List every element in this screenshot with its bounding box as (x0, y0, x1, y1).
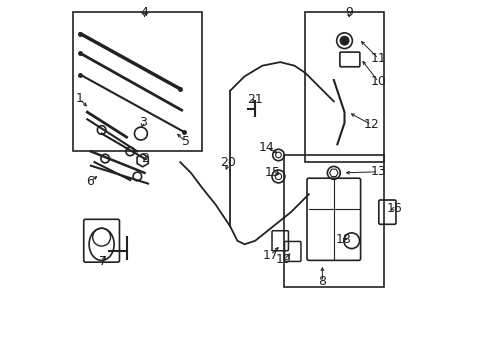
Bar (283, 155, 383, 287)
Text: 3: 3 (139, 116, 146, 129)
Circle shape (340, 36, 348, 45)
Text: 8: 8 (318, 275, 325, 288)
Text: 14: 14 (259, 141, 274, 154)
Text: 6: 6 (86, 175, 94, 188)
Text: 19: 19 (275, 253, 291, 266)
Text: 12: 12 (363, 118, 378, 131)
Text: 13: 13 (370, 165, 386, 178)
Text: 16: 16 (386, 202, 402, 215)
Text: 20: 20 (220, 156, 236, 169)
Bar (305, 12, 383, 162)
Text: 18: 18 (335, 233, 351, 246)
Text: 10: 10 (370, 75, 386, 88)
Text: 1: 1 (75, 93, 83, 105)
Bar (73, 12, 201, 152)
Text: 9: 9 (345, 6, 352, 19)
Text: 4: 4 (140, 6, 148, 19)
Text: 21: 21 (247, 93, 263, 106)
Text: 5: 5 (181, 135, 189, 148)
Text: 17: 17 (262, 248, 278, 261)
Text: 2: 2 (141, 152, 149, 165)
Text: 11: 11 (370, 52, 386, 65)
Text: 7: 7 (99, 255, 107, 267)
Text: 15: 15 (264, 166, 280, 179)
